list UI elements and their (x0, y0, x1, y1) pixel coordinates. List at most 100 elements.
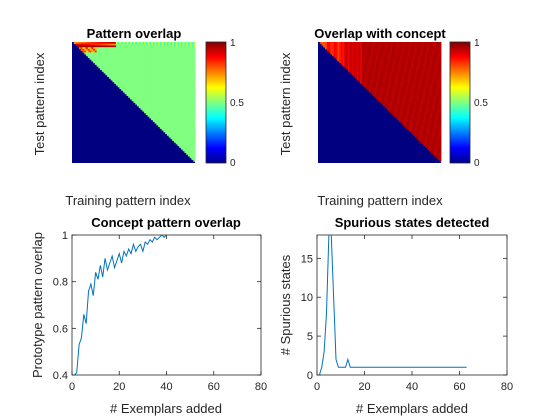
heatmap-cell (411, 97, 414, 100)
heatmap-cell (411, 116, 414, 119)
heatmap-cell (186, 42, 189, 45)
heatmap-cell (433, 149, 437, 152)
heatmap-cell (140, 47, 143, 50)
heatmap-cell (175, 116, 178, 119)
heatmap-cell (381, 78, 384, 81)
heatmap-cell (187, 143, 191, 147)
heatmap-cell (418, 86, 421, 90)
heatmap-cell (144, 80, 147, 83)
heatmap-cell (398, 54, 401, 57)
heatmap-cell (172, 83, 175, 86)
heatmap-cell (187, 104, 191, 107)
heatmap-cell (175, 142, 178, 145)
heatmap-cell (126, 71, 129, 74)
heatmap-cell (172, 48, 175, 52)
heatmap-cell (151, 78, 154, 81)
heatmap-cell (87, 42, 90, 45)
heatmap-cell (144, 50, 147, 53)
heatmap-cell (186, 74, 189, 77)
heatmap-cell (187, 54, 191, 57)
heatmap-cell (172, 50, 175, 53)
heatmap-cell (156, 71, 159, 74)
heatmap-cell (121, 57, 124, 60)
heatmap-cell (193, 54, 196, 57)
heatmap-cell (398, 99, 401, 102)
heatmap-cell (428, 100, 431, 103)
heatmap-cell (117, 50, 120, 53)
heatmap-cell (372, 85, 375, 88)
heatmap-cell (390, 93, 393, 96)
heatmap-cell (158, 123, 161, 126)
heatmap-cell (361, 45, 365, 48)
heatmap-cell (186, 142, 189, 145)
heatmap-cell (353, 66, 356, 69)
heatmap-cell (133, 81, 136, 84)
heatmap-cell (435, 76, 438, 79)
heatmap-cell (193, 118, 196, 121)
heatmap-cell (151, 61, 154, 64)
heatmap-cell (437, 147, 440, 150)
heatmap-cell (418, 50, 421, 53)
heatmap-cell (158, 59, 161, 62)
heatmap-cell (344, 43, 347, 46)
heatmap-cell (377, 86, 380, 90)
heatmap-cell (177, 73, 180, 76)
heatmap-cell (419, 42, 423, 45)
heatmap-cell (129, 80, 133, 83)
heatmap-cell (189, 48, 192, 52)
heatmap-cell (407, 107, 410, 110)
heatmap-cell (425, 145, 428, 148)
heatmap-cell (159, 90, 163, 93)
heatmap-cell (419, 130, 423, 133)
heatmap-cell (411, 90, 414, 93)
heatmap-cell (358, 69, 361, 72)
heatmap-cell (180, 123, 184, 126)
heatmap-cell (423, 143, 426, 147)
heatmap-cell (180, 57, 184, 60)
heatmap-cell (416, 126, 419, 129)
heatmap-cell (407, 109, 410, 112)
heatmap-cell (112, 61, 115, 64)
heatmap-cell (432, 81, 435, 84)
heatmap-cell (426, 137, 430, 140)
heatmap-cell (135, 102, 138, 105)
heatmap-cell (419, 57, 423, 60)
heatmap-cell (330, 50, 333, 53)
heatmap-cell (397, 64, 400, 67)
heatmap-cell (170, 78, 173, 81)
heatmap-cell (124, 48, 127, 52)
heatmap-cell (330, 43, 333, 46)
heatmap-cell (179, 52, 182, 55)
heatmap-cell (330, 47, 333, 50)
heatmap-cell (147, 90, 150, 93)
heatmap-cell (372, 52, 375, 55)
heatmap-cell (187, 150, 191, 154)
heatmap-cell (184, 114, 187, 117)
heatmap-cell (173, 121, 177, 124)
heatmap-cell (407, 66, 410, 69)
heatmap-cell (374, 90, 377, 93)
heatmap-cell (411, 52, 414, 55)
heatmap-cell (435, 48, 438, 52)
heatmap-cell (418, 102, 421, 105)
heatmap-cell (156, 116, 159, 119)
heatmap-cell (353, 74, 356, 77)
heatmap-cell (138, 45, 141, 48)
heatmap-cell (405, 116, 409, 119)
heatmap-cell (166, 59, 170, 62)
heatmap-cell (133, 55, 136, 58)
heatmap-cell (383, 93, 386, 96)
heatmap-cell (108, 74, 112, 77)
heatmap-cell (112, 62, 115, 65)
heatmap-cell (117, 74, 120, 77)
heatmap-cell (383, 57, 386, 60)
heatmap-cell (426, 138, 430, 141)
heatmap-cell (435, 81, 438, 84)
heatmap-cell (161, 118, 164, 121)
heatmap-cell (390, 61, 393, 64)
heatmap-cell (425, 111, 428, 114)
heatmap-cell (412, 83, 416, 86)
heatmap-cell (411, 107, 414, 110)
heatmap-cell (368, 71, 372, 74)
heatmap-cell (166, 111, 170, 114)
